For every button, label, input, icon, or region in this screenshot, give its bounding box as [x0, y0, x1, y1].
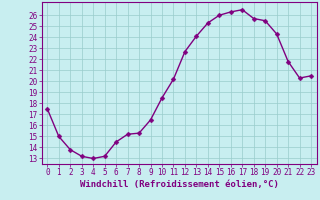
- X-axis label: Windchill (Refroidissement éolien,°C): Windchill (Refroidissement éolien,°C): [80, 180, 279, 189]
